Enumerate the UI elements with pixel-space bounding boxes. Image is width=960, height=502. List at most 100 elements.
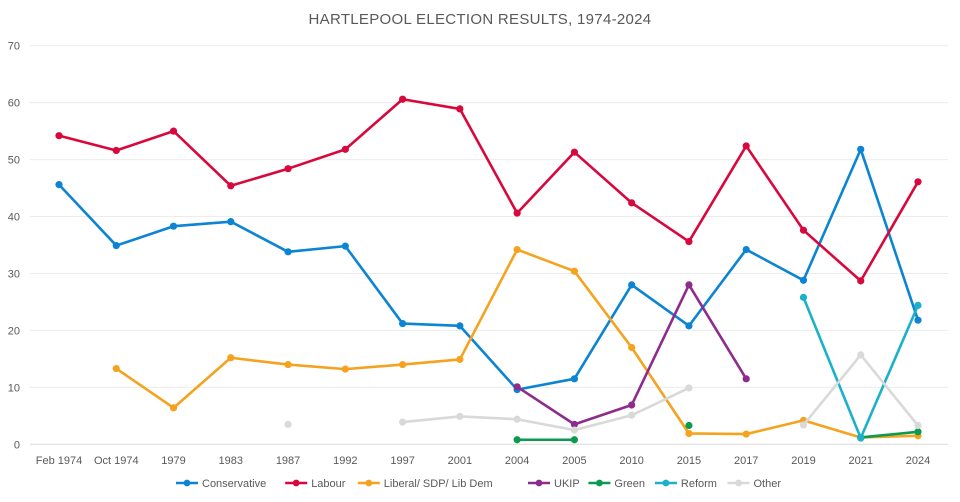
data-point xyxy=(112,241,120,250)
series-conservative xyxy=(55,145,922,394)
series-other xyxy=(284,351,922,434)
x-tick-label: 2017 xyxy=(734,455,758,467)
legend-label: Conservative xyxy=(202,478,266,490)
data-point xyxy=(914,178,922,186)
data-point xyxy=(399,95,407,103)
series-line xyxy=(402,386,690,432)
data-point xyxy=(169,404,178,412)
data-point xyxy=(456,322,464,330)
x-tick-label: 2001 xyxy=(448,455,472,467)
data-point xyxy=(628,199,636,207)
data-point xyxy=(284,420,292,428)
data-point xyxy=(513,245,521,254)
legend-label: Labour xyxy=(311,478,346,490)
data-point xyxy=(341,145,349,153)
data-point xyxy=(857,434,865,442)
legend-marker xyxy=(735,479,742,487)
series-labour xyxy=(55,95,922,285)
legend-item: Liberal/ SDP/ Lib Dem xyxy=(357,478,493,490)
y-tick-label: 70 xyxy=(8,41,20,53)
data-point xyxy=(55,132,63,140)
data-point xyxy=(742,142,750,150)
data-point xyxy=(399,319,407,328)
series-line xyxy=(58,97,920,283)
data-point xyxy=(513,383,521,391)
legend-item: UKIP xyxy=(528,478,580,490)
legend-label: Green xyxy=(614,478,645,490)
data-point xyxy=(227,218,235,226)
data-point xyxy=(742,375,750,383)
x-tick-label: Oct 1974 xyxy=(94,455,139,467)
x-tick-label: 1997 xyxy=(390,455,414,467)
data-point xyxy=(399,418,407,426)
x-tick-label: 1979 xyxy=(161,455,185,467)
data-point xyxy=(284,248,292,256)
legend-item: Green xyxy=(588,478,645,490)
data-point xyxy=(227,182,235,190)
series-reform xyxy=(799,293,922,442)
y-tick-label: 20 xyxy=(8,325,20,337)
legend-marker xyxy=(535,479,543,487)
data-point xyxy=(570,426,579,434)
legend-marker xyxy=(662,479,670,487)
x-tick-label: 1992 xyxy=(333,455,357,467)
data-point xyxy=(685,237,693,246)
data-point xyxy=(799,421,808,429)
data-point xyxy=(685,384,693,392)
legend-item: Labour xyxy=(285,478,346,490)
legend-label: UKIP xyxy=(554,478,580,490)
legend-label: Liberal/ SDP/ Lib Dem xyxy=(384,478,493,490)
data-point xyxy=(456,355,464,364)
data-point xyxy=(284,165,292,173)
data-point xyxy=(112,364,120,373)
legend-label: Other xyxy=(754,478,782,490)
data-point xyxy=(570,436,579,444)
data-point xyxy=(513,415,521,423)
y-tick-label: 50 xyxy=(8,155,20,167)
legend-marker xyxy=(596,479,603,487)
data-point xyxy=(799,293,808,301)
legend-marker xyxy=(183,479,191,487)
data-point xyxy=(341,242,349,250)
x-tick-label: 2024 xyxy=(906,455,930,467)
y-tick-label: 40 xyxy=(8,212,20,224)
data-point xyxy=(685,421,693,430)
x-tick-label: 2021 xyxy=(848,455,872,467)
y-tick-label: 10 xyxy=(8,382,20,394)
y-tick-label: 30 xyxy=(8,268,20,280)
data-point xyxy=(914,316,922,324)
data-point xyxy=(284,360,292,369)
x-tick-label: Feb 1974 xyxy=(36,455,82,467)
data-point xyxy=(456,105,464,113)
legend-label: Reform xyxy=(681,478,717,490)
data-point xyxy=(914,301,922,309)
x-tick-label: 2005 xyxy=(562,455,586,467)
data-point xyxy=(513,436,521,444)
x-tick-label: 1983 xyxy=(219,455,243,467)
data-point xyxy=(628,411,636,419)
data-point xyxy=(341,365,349,373)
data-point xyxy=(169,222,178,230)
data-point xyxy=(685,429,693,438)
data-point xyxy=(685,281,693,289)
data-point xyxy=(55,181,63,189)
series-line xyxy=(860,430,919,439)
x-tick-label: 2019 xyxy=(791,455,815,467)
data-point xyxy=(399,360,407,369)
legend-marker xyxy=(292,479,300,487)
legend-item: Conservative xyxy=(176,478,266,490)
data-point xyxy=(857,277,865,285)
data-point xyxy=(799,226,808,234)
series-line xyxy=(802,296,920,440)
data-point xyxy=(169,127,178,135)
chart-title: HARTLEPOOL ELECTION RESULTS, 1974-2024 xyxy=(309,11,652,28)
data-point xyxy=(112,146,120,155)
legend-item: Reform xyxy=(654,478,717,490)
data-point xyxy=(685,322,693,330)
x-tick-label: 2015 xyxy=(677,455,701,467)
x-tick-label: 2004 xyxy=(505,455,529,467)
series-ukip xyxy=(513,281,750,428)
x-tick-label: 1987 xyxy=(276,455,300,467)
data-point xyxy=(857,351,865,359)
data-point xyxy=(914,428,922,436)
